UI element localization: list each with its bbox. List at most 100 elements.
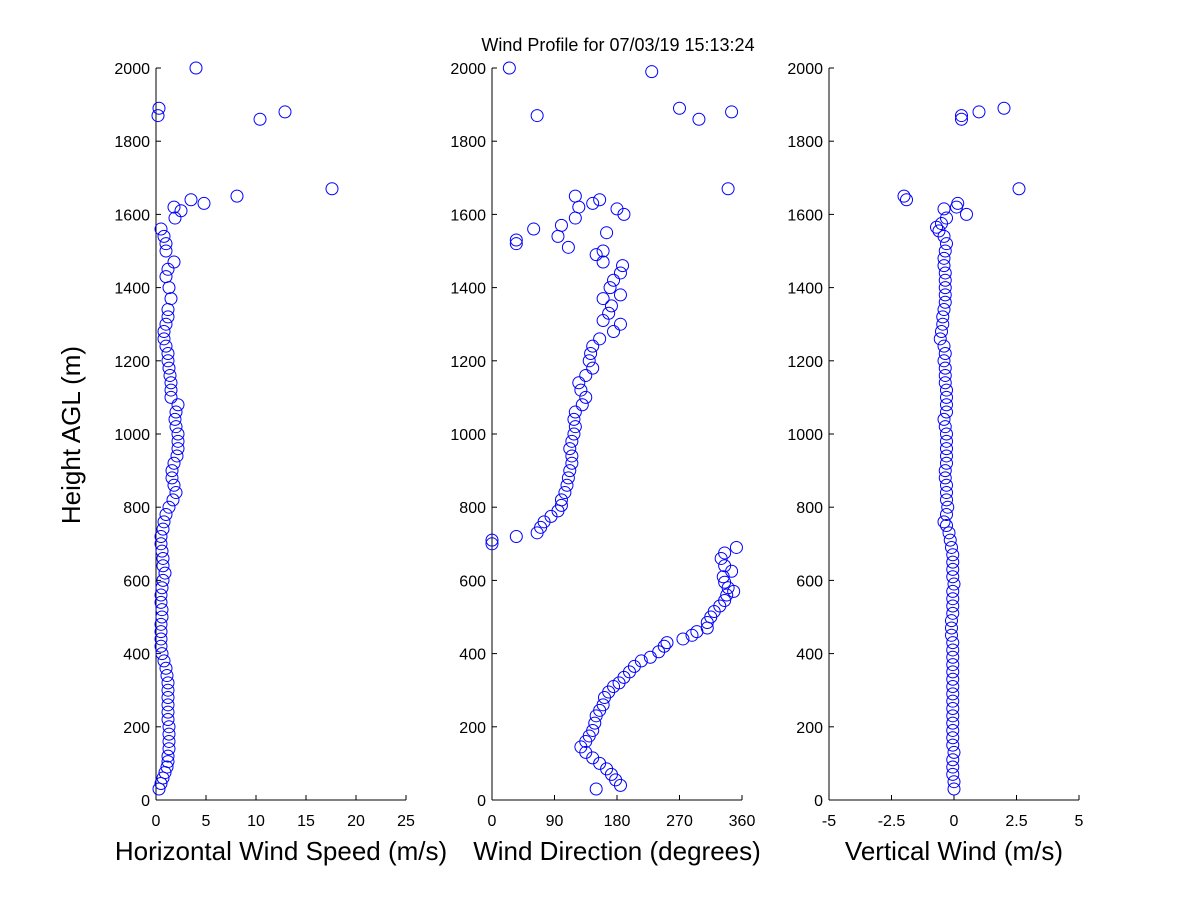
- data-point: [565, 449, 579, 463]
- data-point: [230, 189, 244, 203]
- data-point: [168, 412, 182, 426]
- data-point: [159, 508, 173, 522]
- data-point: [171, 442, 185, 456]
- data-point: [485, 537, 499, 551]
- y-tick-label: 0: [477, 793, 486, 810]
- data-point: [174, 204, 188, 218]
- data-point: [156, 551, 170, 565]
- data-point: [161, 705, 175, 719]
- data-point: [940, 405, 953, 419]
- data-point: [253, 112, 267, 126]
- data-point: [563, 442, 577, 456]
- data-point: [162, 720, 176, 734]
- data-point: [157, 515, 171, 529]
- data-point: [937, 339, 951, 353]
- data-point: [940, 383, 953, 397]
- x-tick-label: 15: [297, 813, 315, 830]
- data-point: [673, 101, 686, 115]
- data-point: [946, 680, 960, 694]
- data-point: [937, 515, 951, 529]
- data-point: [634, 654, 648, 668]
- data-point: [568, 189, 582, 203]
- y-tick-label: 200: [123, 720, 150, 737]
- y-tick-label: 1000: [450, 427, 486, 444]
- data-point: [161, 262, 175, 276]
- y-tick-label: 1600: [787, 207, 823, 224]
- data-point: [940, 398, 953, 412]
- data-point: [940, 519, 953, 532]
- data-point: [161, 346, 175, 360]
- data-point: [938, 361, 952, 375]
- data-point: [946, 548, 960, 562]
- data-point: [567, 427, 581, 441]
- data-point: [154, 625, 168, 639]
- data-point: [692, 112, 706, 126]
- y-tick-label: 1200: [787, 354, 823, 371]
- x-tick-label: 2.5: [1005, 813, 1027, 830]
- data-point: [936, 310, 950, 324]
- data-point: [946, 753, 960, 767]
- data-point: [589, 782, 603, 796]
- data-point: [946, 760, 960, 774]
- data-point: [154, 595, 168, 609]
- data-point: [572, 376, 586, 390]
- y-tick-label: 1400: [787, 281, 823, 298]
- data-point: [159, 661, 173, 675]
- data-point: [940, 427, 953, 441]
- data-point: [593, 332, 607, 346]
- data-point: [154, 639, 168, 653]
- data-point: [325, 182, 339, 196]
- data-point: [579, 368, 593, 382]
- data-point: [157, 229, 171, 243]
- data-point: [613, 288, 627, 302]
- y-tick-label: 2000: [450, 61, 486, 78]
- data-point: [1012, 182, 1026, 196]
- data-point: [720, 588, 734, 602]
- data-point: [946, 767, 960, 781]
- data-point: [171, 427, 185, 441]
- y-tick-label: 400: [459, 647, 486, 664]
- data-point: [946, 643, 960, 657]
- data-point: [584, 346, 598, 360]
- data-point: [602, 306, 616, 320]
- data-point: [937, 251, 951, 265]
- y-tick-label: 400: [123, 647, 150, 664]
- data-point: [947, 775, 961, 789]
- panel-2: 0 200 400 600 800 1000 1200 1400 1600 1800 2000 0 90…: [450, 61, 760, 866]
- data-point: [586, 723, 600, 737]
- data-point: [565, 434, 579, 448]
- data-point: [596, 244, 610, 258]
- data-point: [158, 566, 172, 580]
- data-point: [502, 61, 516, 75]
- data-point: [167, 200, 181, 214]
- data-point: [603, 281, 617, 295]
- y-tick-label: 0: [814, 793, 823, 810]
- data-point: [558, 486, 572, 500]
- data-point: [155, 581, 169, 595]
- data-point: [938, 471, 952, 485]
- data-point: [568, 420, 582, 434]
- data-point: [940, 442, 953, 456]
- data-point: [972, 105, 986, 119]
- data-point: [161, 749, 175, 763]
- x-tick-label: -2.5: [878, 813, 906, 830]
- y-tick-label: 400: [796, 647, 823, 664]
- data-point: [154, 537, 168, 551]
- data-point: [189, 61, 203, 75]
- x-axis-title: Wind Direction (degrees): [473, 836, 761, 866]
- data-point: [945, 628, 958, 642]
- data-point: [567, 412, 581, 426]
- y-tick-label: 1800: [114, 134, 150, 151]
- data-point: [940, 211, 953, 225]
- data-point: [946, 694, 960, 708]
- data-point: [604, 299, 618, 313]
- y-tick-label: 600: [796, 573, 823, 590]
- data-point: [593, 193, 607, 207]
- data-point: [946, 731, 960, 745]
- data-point: [171, 398, 185, 412]
- data-point: [154, 222, 168, 236]
- data-point: [161, 755, 175, 769]
- x-axis-title: Horizontal Wind Speed (m/s): [115, 836, 447, 866]
- data-point: [937, 412, 951, 426]
- data-point: [947, 577, 961, 591]
